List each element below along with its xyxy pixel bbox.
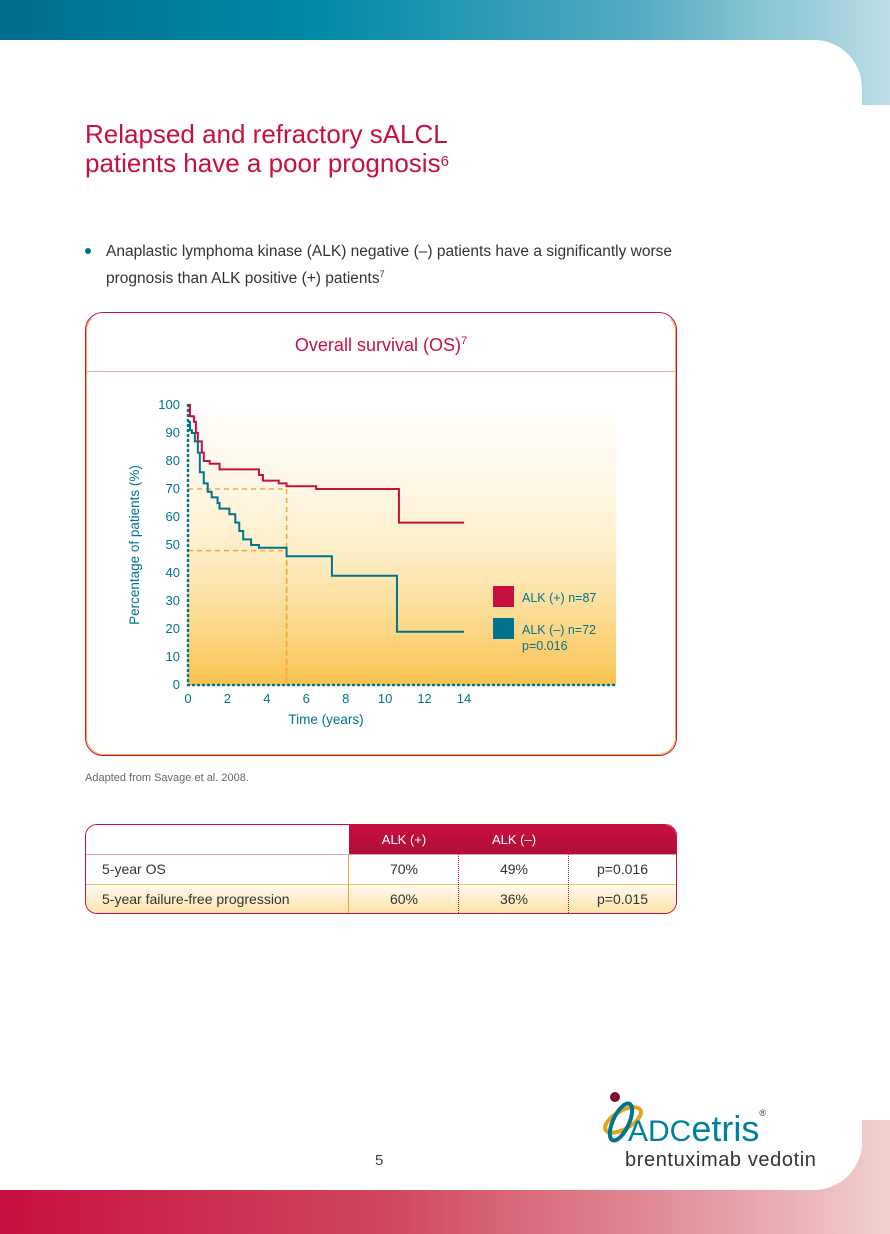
table-header-band xyxy=(349,825,676,854)
cell-alk-pos: 60% xyxy=(389,891,419,907)
summary-table: ALK (+) ALK (–) 5-year OS 70% 49% p=0.01… xyxy=(85,824,677,914)
header-alk-pos: ALK (+) xyxy=(381,832,427,847)
table-header-blank xyxy=(86,825,349,854)
x-tick-label: 10 xyxy=(378,691,392,706)
x-tick-label: 4 xyxy=(263,691,270,706)
table-divider xyxy=(568,825,569,913)
cell-p-value: p=0.016 xyxy=(597,861,648,877)
table-divider xyxy=(458,825,459,913)
y-tick-label: 90 xyxy=(166,425,180,440)
page-title: Relapsed and refractory sALCL patients h… xyxy=(85,120,449,178)
y-tick-label: 30 xyxy=(166,593,180,608)
legend-label: ALK (–) n=72 xyxy=(522,623,596,637)
table-header: ALK (+) ALK (–) xyxy=(86,825,676,854)
cell-alk-neg: 49% xyxy=(499,861,529,877)
source-note: Adapted from Savage et al. 2008. xyxy=(85,772,249,784)
chart-title-reference: 7 xyxy=(460,335,468,347)
y-tick-label: 10 xyxy=(166,649,180,664)
bullet-dot-icon xyxy=(85,248,91,254)
y-tick-label: 70 xyxy=(166,481,180,496)
chart-title: Overall survival (OS)7 xyxy=(86,313,676,372)
x-tick-label: 12 xyxy=(417,691,431,706)
table-divider xyxy=(348,854,349,913)
y-tick-label: 40 xyxy=(166,565,180,580)
title-line-1: Relapsed and refractory sALCL xyxy=(85,119,448,149)
cell-p-value: p=0.015 xyxy=(597,891,648,907)
y-tick-label: 0 xyxy=(173,677,180,692)
table-row: 5-year failure-free progression 60% 36% … xyxy=(86,884,676,913)
table-row: 5-year OS 70% 49% p=0.016 xyxy=(86,854,676,884)
cell-alk-pos: 70% xyxy=(389,861,419,877)
p-value-label: p=0.016 xyxy=(522,639,568,653)
legend-label: ALK (+) n=87 xyxy=(522,591,596,605)
x-tick-label: 2 xyxy=(224,691,231,706)
bullet-text: Anaplastic lymphoma kinase (ALK) negativ… xyxy=(106,243,673,288)
title-line-2: patients have a poor prognosis6 xyxy=(85,148,449,178)
row-label: 5-year failure-free progression xyxy=(102,891,290,907)
x-tick-label: 14 xyxy=(457,691,471,706)
y-tick-label: 20 xyxy=(166,621,180,636)
survival-chart-panel: Overall survival (OS)7 0 10 20 30 40 50 60 70 80… xyxy=(85,312,677,756)
y-axis-label: Percentage of patients (%) xyxy=(127,465,142,625)
adcetris-logo-icon xyxy=(603,1092,643,1143)
x-tick-label: 0 xyxy=(184,691,191,706)
header-alk-neg: ALK (–) xyxy=(491,832,537,847)
x-tick-label: 6 xyxy=(303,691,310,706)
y-tick-label: 80 xyxy=(166,453,180,468)
brand-generic-name: brentuximab vedotin xyxy=(625,1149,817,1171)
bullet-reference: 7 xyxy=(379,269,385,279)
series-line-alk-positive xyxy=(188,404,464,524)
bullet-point: Anaplastic lymphoma kinase (ALK) negativ… xyxy=(85,240,685,290)
title-reference: 6 xyxy=(440,153,449,170)
legend-swatch-alk-negative xyxy=(493,618,514,639)
legend-swatch-alk-positive xyxy=(493,586,514,607)
y-tick-label: 50 xyxy=(166,537,180,552)
page-number: 5 xyxy=(375,1152,384,1169)
cell-alk-neg: 36% xyxy=(499,891,529,907)
y-tick-label: 100 xyxy=(158,397,180,412)
x-axis-label: Time (years) xyxy=(288,712,363,727)
survival-chart: 0 10 20 30 40 50 60 70 80 90 100 0 2 4 6 8 10 12 14 Time (y… xyxy=(127,397,620,727)
series-line-alk-negative xyxy=(188,420,464,633)
brand-logo-text: ADCetris® xyxy=(628,1108,766,1149)
y-tick-label: 60 xyxy=(166,509,180,524)
row-label: 5-year OS xyxy=(102,861,166,877)
x-tick-label: 8 xyxy=(342,691,349,706)
